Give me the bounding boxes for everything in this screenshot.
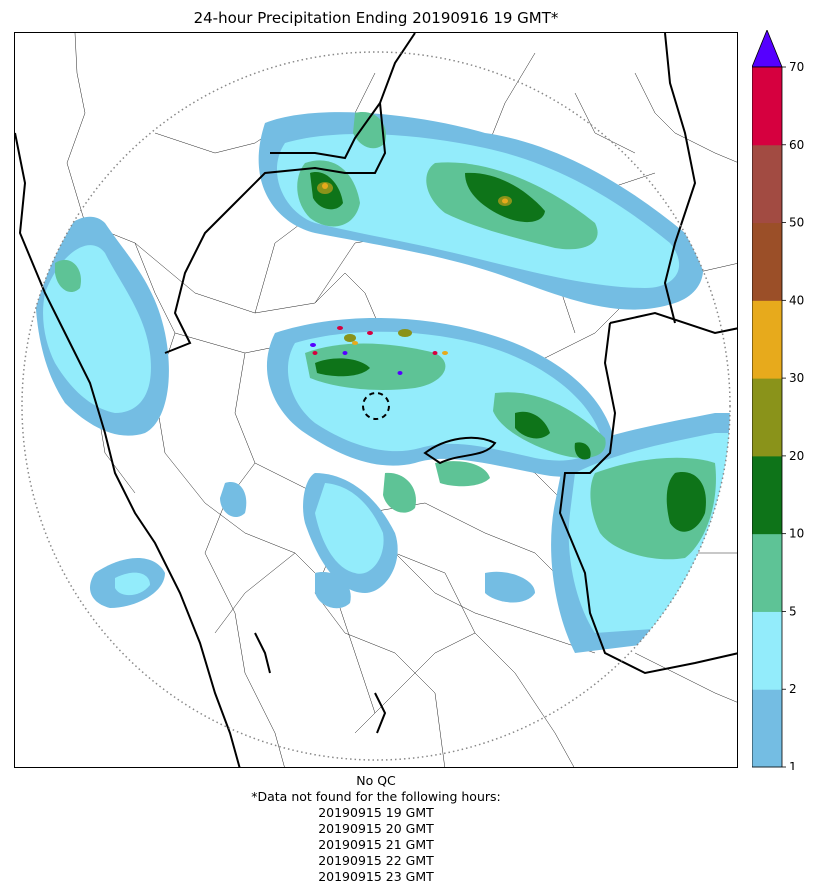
colorbar-tick-label: 5 xyxy=(789,604,797,618)
colorbar-swatch xyxy=(752,689,782,768)
colorbar-swatches xyxy=(752,30,783,768)
missing-hour: 20190915 23 GMT xyxy=(318,869,434,884)
footer-notes: No QC *Data not found for the following … xyxy=(14,773,738,885)
colorbar-tick-label: 70 xyxy=(789,60,804,74)
colorbar-tick-label: 2 xyxy=(789,682,797,696)
colorbar-swatch xyxy=(752,300,782,379)
map-canvas xyxy=(15,33,737,767)
colorbar-tick-label: 40 xyxy=(789,293,804,307)
missing-hour: 20190915 20 GMT xyxy=(318,821,434,836)
colorbar-frame xyxy=(752,66,783,768)
range-ring xyxy=(21,51,731,761)
radar-site-marker xyxy=(362,392,390,420)
colorbar-tick-label: 20 xyxy=(789,449,804,463)
colorbar-swatch xyxy=(752,455,782,535)
precipitation-field xyxy=(35,112,730,653)
colorbar-tick-label: 60 xyxy=(789,138,804,152)
colorbar-ticks: 1 2 5 10 20 30 40 50 60 70 xyxy=(782,60,804,770)
missing-hour: 20190915 19 GMT xyxy=(318,805,434,820)
colorbar-swatch xyxy=(752,378,782,457)
colorbar-extend-arrow xyxy=(752,30,783,68)
qc-note: No QC xyxy=(356,773,396,788)
colorbar-swatch xyxy=(752,533,782,612)
colorbar-swatch xyxy=(752,144,782,224)
colorbar-tick-label: 1 xyxy=(789,760,797,770)
colorbar-tick-label: 50 xyxy=(789,216,804,230)
state-boundaries xyxy=(15,33,737,767)
colorbar-swatch xyxy=(752,222,782,301)
colorbar-tick-label: 30 xyxy=(789,371,804,385)
missing-data-note: *Data not found for the following hours: xyxy=(251,789,501,804)
radar-map xyxy=(14,32,738,768)
colorbar-swatch xyxy=(752,67,782,146)
colorbar-tick-label: 10 xyxy=(789,527,804,541)
missing-hour: 20190915 21 GMT xyxy=(318,837,434,852)
colorbar: 1 2 5 10 20 30 40 50 60 70 xyxy=(752,30,804,770)
missing-hour: 20190915 22 GMT xyxy=(318,853,434,868)
map-title: 24-hour Precipitation Ending 20190916 19… xyxy=(193,9,559,27)
colorbar-swatch xyxy=(752,611,782,690)
